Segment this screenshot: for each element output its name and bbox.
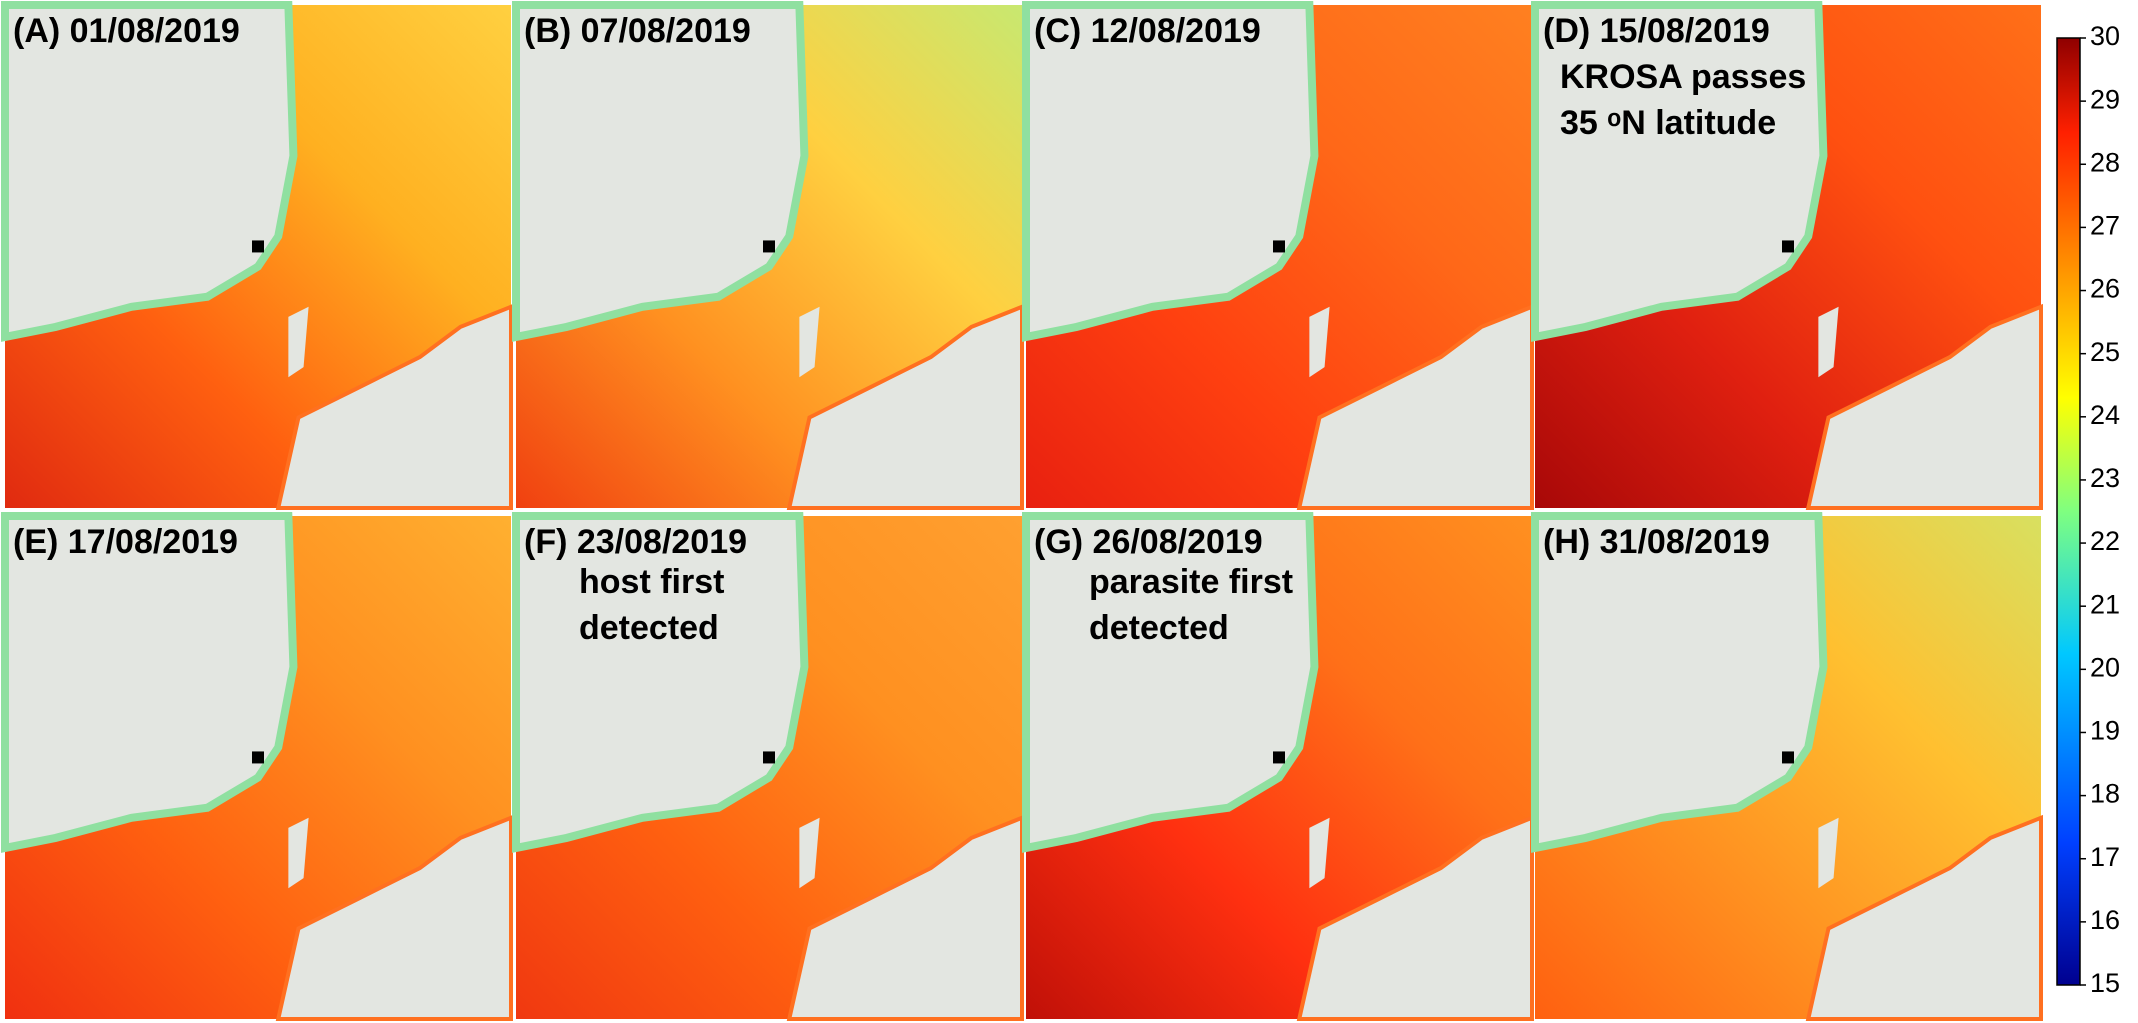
land	[275, 303, 513, 510]
land	[512, 1, 809, 342]
land	[275, 814, 513, 1021]
station-marker	[252, 240, 264, 253]
colorbar-tick-label: 30	[2090, 21, 2120, 51]
land	[786, 303, 1024, 510]
panel-label: (C) 12/08/2019	[1034, 12, 1261, 50]
annotation: parasite first	[1089, 563, 1293, 601]
map-panel: (E) 17/08/2019	[1, 512, 513, 1021]
map-panel: (B) 07/08/2019	[512, 1, 1024, 510]
colorbar	[2056, 37, 2081, 986]
colorbar-tick-label: 16	[2090, 905, 2120, 935]
land	[1309, 306, 1330, 378]
station-marker	[763, 240, 775, 253]
land	[799, 817, 820, 889]
land	[1805, 303, 2043, 510]
station-marker	[1273, 240, 1285, 253]
land	[1531, 512, 1828, 853]
annotation: detected	[579, 609, 719, 647]
land	[786, 814, 1024, 1021]
land	[1531, 0, 1828, 342]
panel-label: (D) 15/08/2019	[1543, 12, 1770, 50]
land	[799, 306, 820, 378]
colorbar-tick-label: 19	[2090, 716, 2120, 746]
annotation: detected	[1089, 609, 1229, 647]
station-marker	[1273, 751, 1285, 764]
colorbar-tick-label: 25	[2090, 337, 2120, 367]
land	[288, 306, 309, 378]
map-panel: (D) 15/08/2019 KROSA passes 35 ᵒN latitude	[1531, 0, 2043, 510]
land	[1, 0, 298, 342]
land	[1296, 303, 1534, 510]
station-marker	[763, 751, 775, 764]
colorbar-tick-label: 17	[2090, 842, 2120, 872]
annotation: KROSA passes	[1560, 58, 1806, 96]
colorbar-tick-label: 26	[2090, 274, 2120, 304]
colorbar-tick-label: 15	[2090, 968, 2120, 998]
station-marker	[1782, 751, 1794, 764]
panel-label: (B) 07/08/2019	[524, 12, 751, 50]
land	[1818, 817, 1839, 889]
colorbar-tick-label: 29	[2090, 84, 2120, 114]
colorbar-tick-label: 22	[2090, 526, 2120, 556]
colorbar-tick-label: 27	[2090, 211, 2120, 241]
annotation: 35 ᵒN latitude	[1560, 104, 1776, 142]
panel-label: (E) 17/08/2019	[13, 523, 238, 561]
colorbar-tick-label: 28	[2090, 147, 2120, 177]
colorbar-tick-label: 18	[2090, 779, 2120, 809]
panel-label: (F) 23/08/2019	[524, 523, 747, 561]
land	[288, 817, 309, 889]
panel-label: (H) 31/08/2019	[1543, 523, 1770, 561]
land	[1, 512, 298, 853]
land	[1805, 814, 2043, 1021]
map-panel: (H) 31/08/2019	[1531, 512, 2043, 1021]
land	[1296, 814, 1534, 1021]
map-panel: (A) 01/08/2019	[1, 0, 513, 510]
station-marker	[252, 751, 264, 764]
colorbar-tick-label: 23	[2090, 463, 2120, 493]
colorbar-tick-label: 20	[2090, 652, 2120, 682]
station-marker	[1782, 240, 1794, 253]
land	[1309, 817, 1330, 889]
land	[1818, 306, 1839, 378]
land	[1022, 0, 1319, 342]
panel-label: (G) 26/08/2019	[1034, 523, 1263, 561]
land	[1022, 512, 1319, 853]
land	[512, 512, 809, 853]
annotation: host first	[579, 563, 724, 601]
panel-label: (A) 01/08/2019	[13, 12, 240, 50]
colorbar-tick-label: 21	[2090, 589, 2120, 619]
colorbar-tick-label: 24	[2090, 400, 2120, 430]
map-panel: (C) 12/08/2019	[1022, 0, 1534, 510]
